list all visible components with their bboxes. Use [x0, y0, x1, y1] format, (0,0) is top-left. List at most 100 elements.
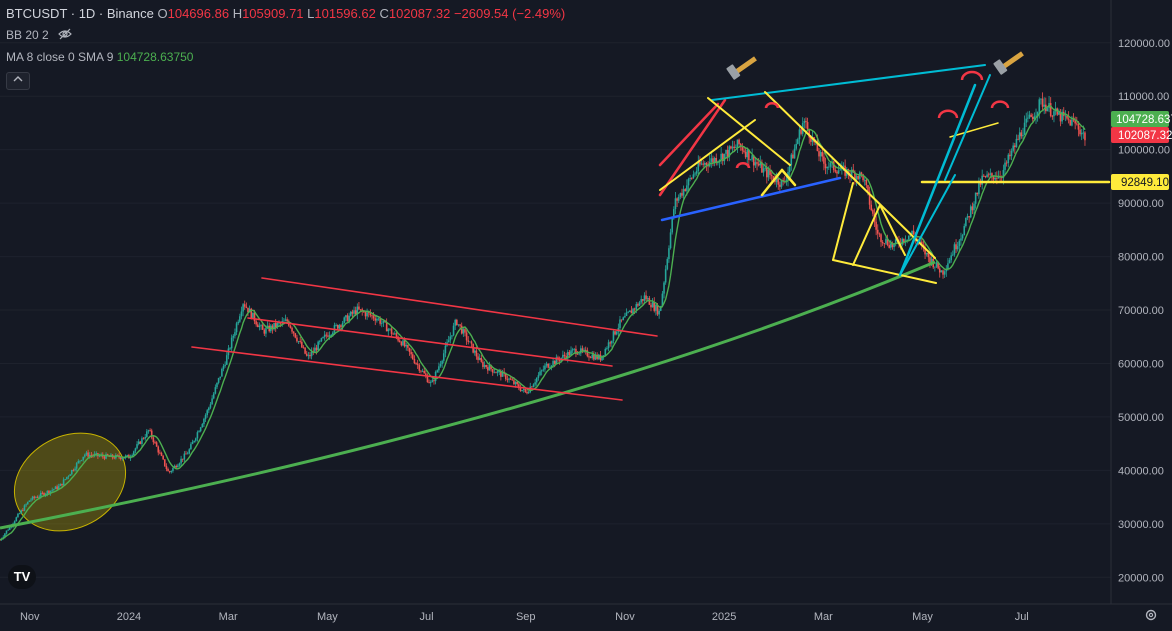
low-value: 101596.62: [314, 6, 376, 21]
yellow-line-b: [659, 119, 756, 191]
candle-body: [635, 304, 638, 310]
candle-body: [632, 308, 634, 314]
candle-body: [934, 266, 936, 268]
candle-body: [426, 375, 429, 383]
candle-body: [190, 444, 192, 450]
candle-body: [467, 340, 470, 342]
candle-body: [968, 216, 970, 218]
candle-body: [661, 293, 664, 307]
top-arc: [990, 100, 1010, 109]
price-axis[interactable]: 20000.00 30000.00 40000.00 50000.00 60000.00…: [1118, 38, 1170, 585]
candle-body: [540, 370, 543, 372]
tradingview-logo[interactable]: TV: [8, 565, 36, 589]
gear-icon[interactable]: [1144, 608, 1158, 625]
candle-body: [57, 486, 60, 489]
price-tick-label: 80000.00: [1118, 252, 1164, 264]
symbol-title[interactable]: BTCUSDT · 1D · Binance: [6, 6, 154, 21]
candle-body: [552, 360, 554, 366]
candle-body: [377, 318, 380, 320]
candle-body: [447, 340, 450, 343]
candle-body: [415, 363, 417, 364]
eye-off-icon[interactable]: [58, 28, 72, 43]
candle-body: [206, 410, 209, 416]
candle-body: [834, 169, 837, 172]
candle-body: [51, 489, 54, 491]
drawing-overlay: [0, 51, 1111, 530]
candle-body: [978, 182, 980, 195]
candle-body: [330, 334, 332, 336]
candle-body: [1002, 169, 1005, 178]
candle-body: [648, 298, 651, 305]
candle-body: [983, 175, 985, 177]
candle-body: [720, 153, 722, 161]
candle-body: [581, 348, 584, 351]
candle-body: [997, 175, 1000, 179]
hammer-head: [726, 64, 741, 80]
candle-body: [829, 162, 832, 167]
cyan-top-line: [711, 64, 986, 101]
candle-body: [271, 325, 274, 330]
candle-body: [48, 490, 50, 494]
candle-body: [741, 146, 744, 151]
time-tick-label: May: [912, 611, 933, 623]
candle-body: [284, 319, 287, 321]
candle-body: [66, 476, 68, 480]
candle-body: [121, 458, 124, 460]
candle-body: [697, 161, 700, 171]
candle-body: [524, 389, 527, 392]
candle-body: [243, 304, 246, 307]
collapse-legend-button[interactable]: [6, 72, 30, 90]
price-tick-label: 20000.00: [1118, 572, 1164, 584]
time-tick-label: Jul: [420, 611, 434, 623]
candle-body: [1059, 112, 1062, 122]
candle-body: [438, 366, 440, 371]
price-tick-label: 120000.00: [1118, 38, 1170, 50]
candle-body: [704, 163, 706, 165]
candle-body: [562, 354, 564, 358]
candle-body: [757, 163, 760, 166]
candle-body: [408, 347, 411, 352]
candle-body: [686, 185, 688, 191]
candle-body: [18, 513, 21, 515]
candle-body: [952, 254, 954, 256]
candle-body: [761, 162, 763, 173]
candle-body: [152, 437, 155, 443]
candle-body: [482, 361, 484, 367]
candle-body: [255, 321, 257, 325]
candle-body: [328, 335, 331, 337]
time-axis[interactable]: Nov 2024 Mar May Jul Sep Nov 2025 Mar May Jul: [20, 611, 1029, 623]
candle-body: [1053, 111, 1055, 117]
candle-body: [628, 310, 631, 312]
candle-body: [743, 150, 745, 152]
candle-body: [394, 333, 396, 335]
bb-indicator-row[interactable]: BB 20 2: [6, 28, 72, 43]
candle-body: [1066, 115, 1068, 119]
candle-body: [77, 461, 80, 464]
candle-body: [240, 311, 243, 317]
candle-body: [239, 316, 241, 322]
candle-body: [984, 175, 987, 178]
yellow-bottom-line: [832, 259, 937, 284]
candle-body: [806, 122, 809, 130]
yellow-short-line: [949, 122, 999, 138]
candle-body: [876, 229, 879, 234]
candle-body: [354, 310, 357, 315]
candle-body: [80, 459, 83, 461]
candle-body: [444, 345, 447, 354]
candle-body: [35, 497, 37, 499]
candle-body: [74, 468, 76, 471]
candle-body: [469, 341, 471, 343]
ma-indicator-row[interactable]: MA 8 close 0 SMA 9 104728.63750: [6, 50, 193, 64]
candle-body: [478, 358, 481, 360]
candle-body: [828, 166, 830, 168]
candle-body: [976, 192, 979, 195]
candle-body: [317, 341, 319, 351]
hammer-icon: [993, 51, 1024, 75]
candle-body: [855, 176, 858, 180]
candle-body: [1038, 99, 1041, 112]
candle-body: [8, 526, 11, 530]
candle-body: [712, 158, 714, 163]
candle-body: [850, 169, 853, 177]
candle-body: [199, 427, 202, 432]
